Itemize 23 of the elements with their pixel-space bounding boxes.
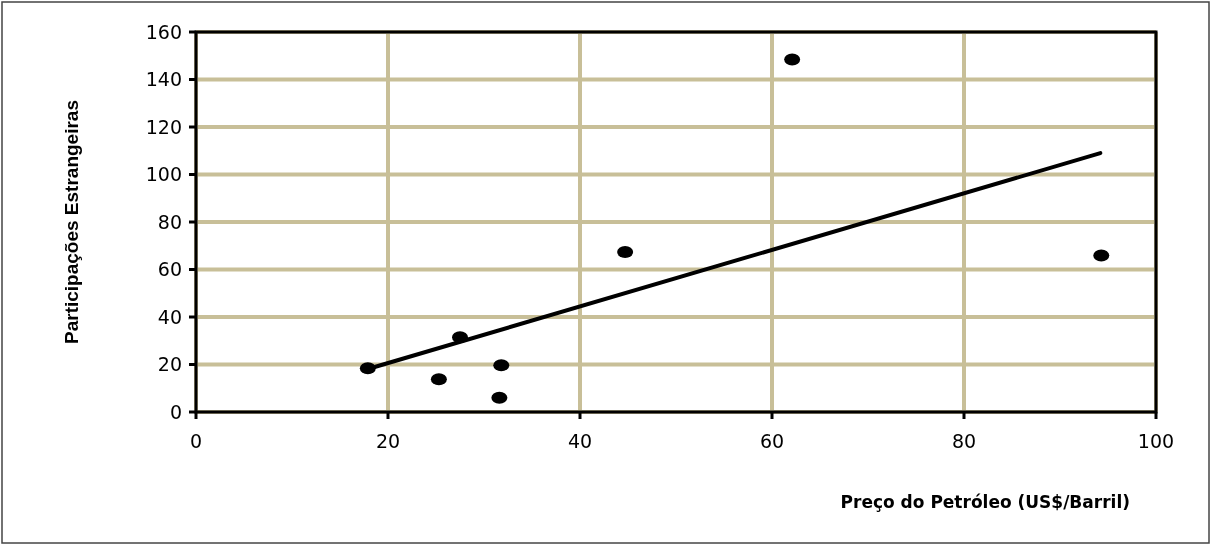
point <box>493 359 510 372</box>
y-tick-label: 20 <box>157 353 182 376</box>
y-tick-label: 80 <box>157 210 182 233</box>
x-tick-label: 80 <box>951 430 977 452</box>
point <box>617 245 634 258</box>
x-axis-title: Preço do Petróleo (US$/Barril) <box>840 492 1130 512</box>
point <box>491 391 508 404</box>
y-axis-title: Participações Estrangeiras <box>61 100 82 344</box>
x-tick-label: 60 <box>759 430 785 452</box>
point <box>1093 249 1110 262</box>
y-tick-label: 60 <box>157 258 182 281</box>
y-tick-label: 40 <box>157 305 182 328</box>
x-tick-label: 0 <box>189 430 203 452</box>
point <box>784 53 801 66</box>
y-tick-label: 120 <box>145 115 182 138</box>
point <box>430 373 447 386</box>
x-tick-label: 100 <box>1137 430 1175 452</box>
y-tick-label: 100 <box>145 163 182 186</box>
y-tick-label: 0 <box>169 400 182 423</box>
y-tick-label: 140 <box>145 68 182 91</box>
y-tick-label: 160 <box>145 20 182 43</box>
x-tick-label: 40 <box>567 430 593 452</box>
x-tick-label: 20 <box>375 430 401 452</box>
